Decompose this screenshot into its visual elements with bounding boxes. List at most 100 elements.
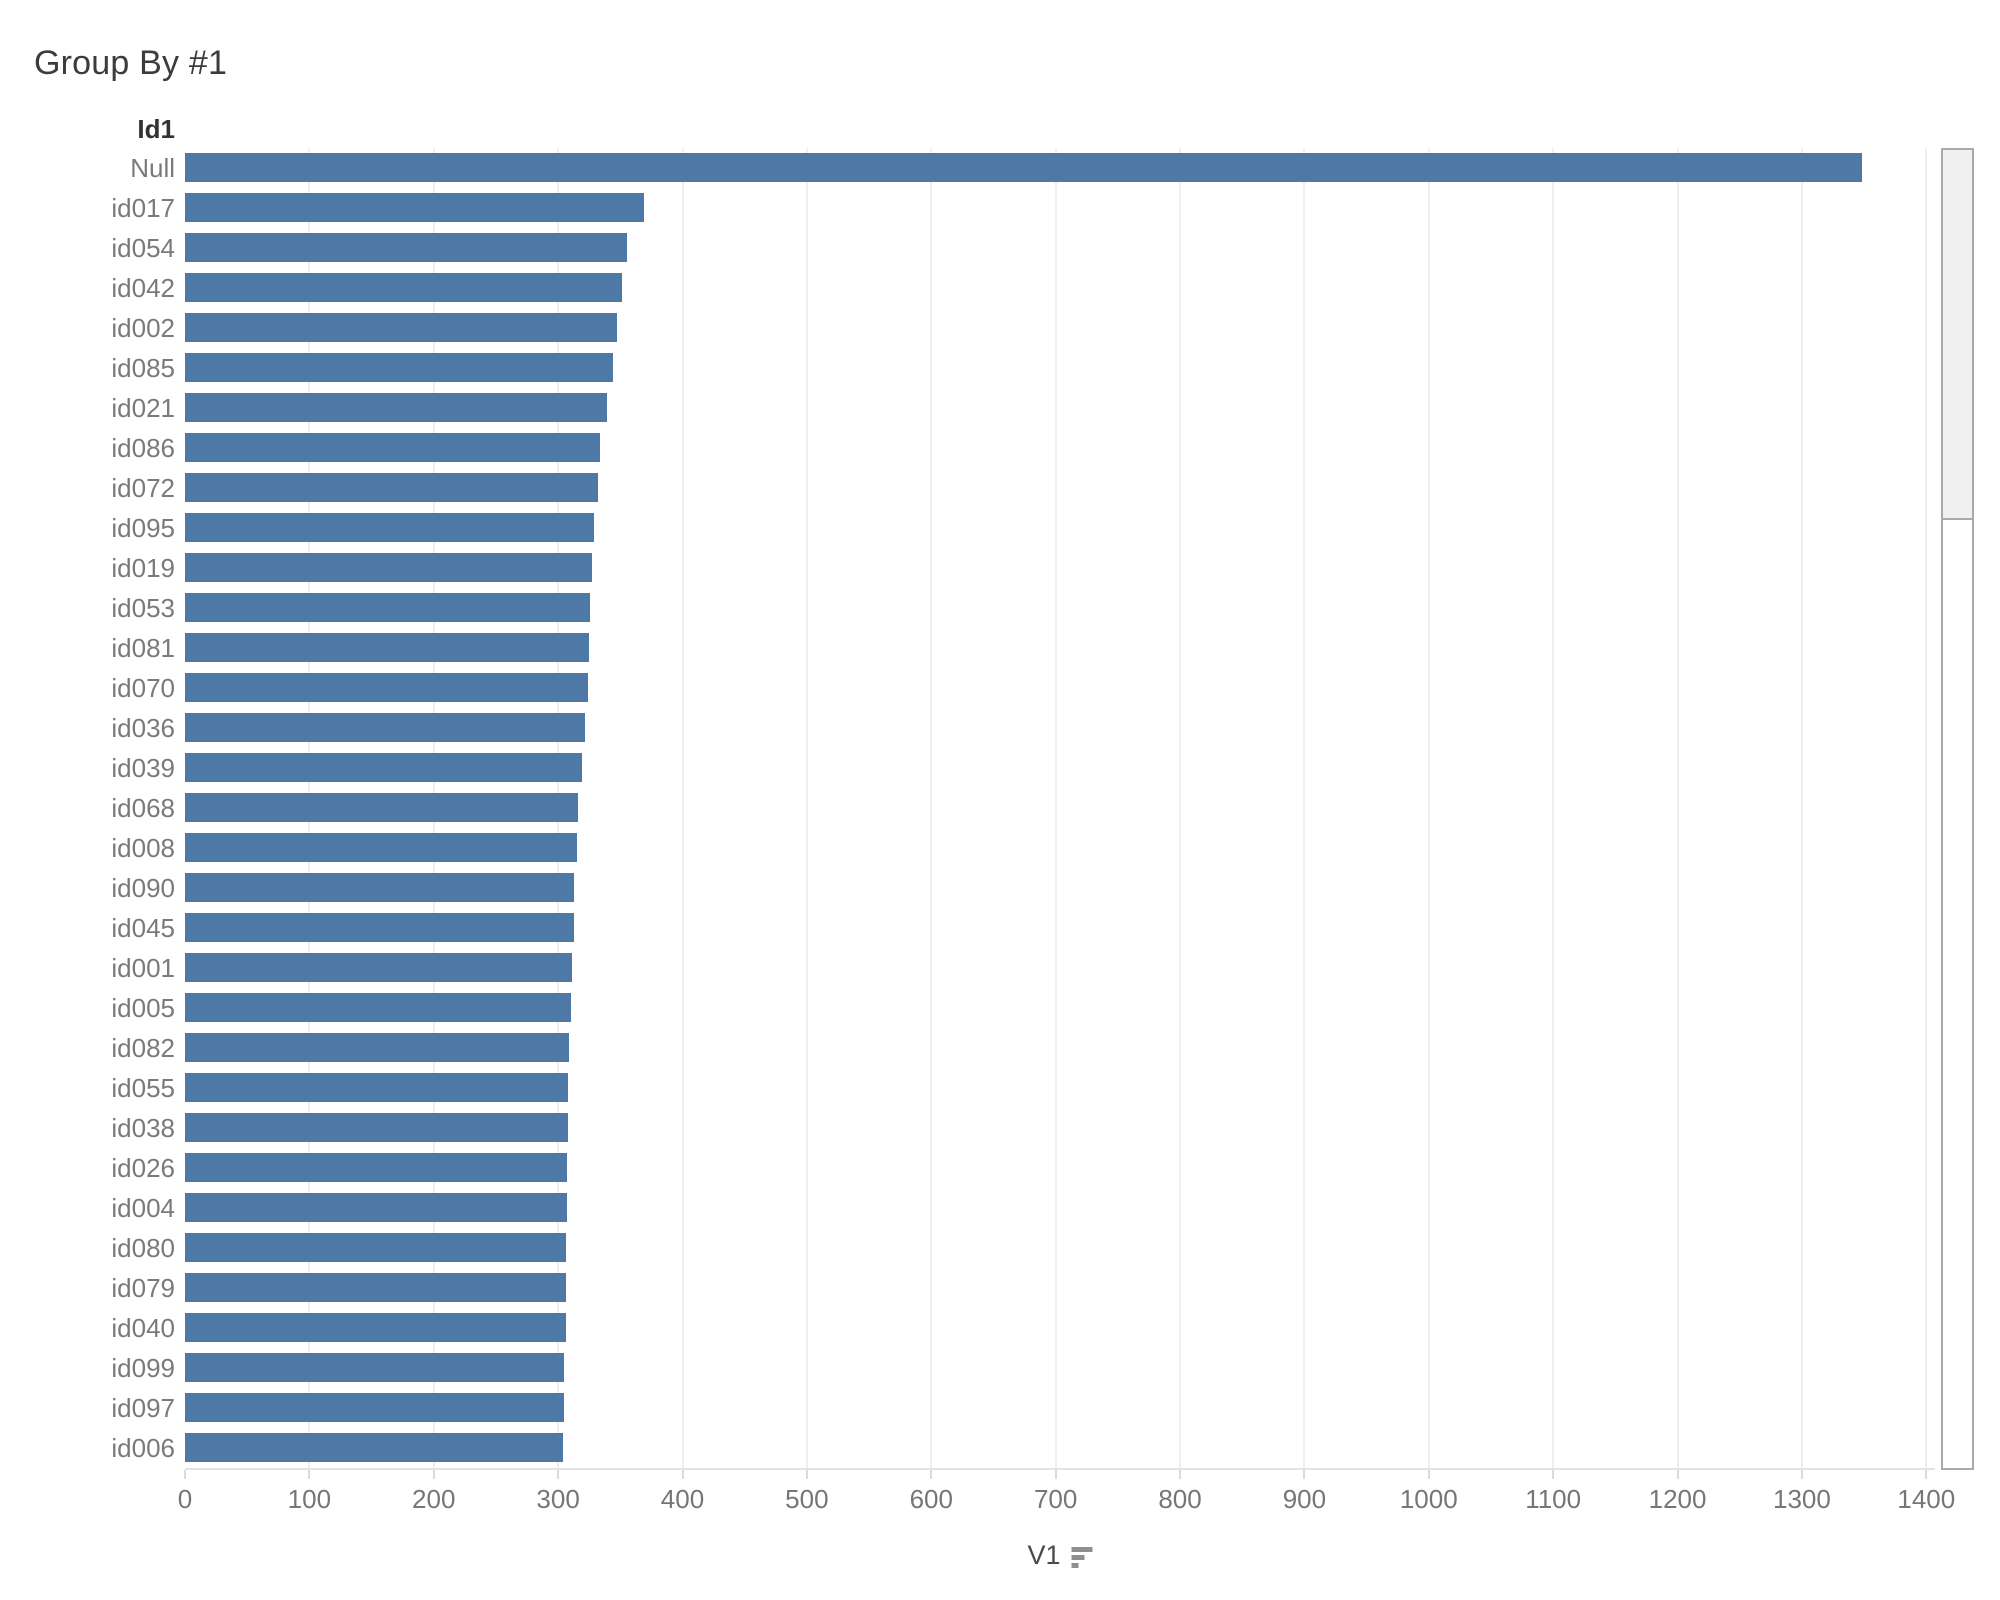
chart-row: id021 xyxy=(0,388,1935,428)
bar-id006[interactable] xyxy=(185,1433,564,1462)
bar-id040[interactable] xyxy=(185,1313,566,1342)
category-label[interactable]: id021 xyxy=(111,393,175,423)
gridline xyxy=(805,148,808,1468)
category-label[interactable]: id001 xyxy=(111,953,175,983)
sort-descending-icon[interactable] xyxy=(1071,1547,1093,1568)
axis-tick-label: 800 xyxy=(1158,1484,1202,1514)
chart-row: id008 xyxy=(0,828,1935,868)
axis-tick xyxy=(1676,1470,1679,1479)
category-label[interactable]: id004 xyxy=(111,1193,175,1223)
bar-id099[interactable] xyxy=(185,1353,565,1382)
bar-track xyxy=(185,348,1935,388)
vertical-scrollbar-track[interactable] xyxy=(1941,148,1974,1470)
axis-tick-label: 300 xyxy=(536,1484,580,1514)
category-label[interactable]: id002 xyxy=(111,313,175,343)
category-label[interactable]: id039 xyxy=(111,753,175,783)
bar-id004[interactable] xyxy=(185,1193,567,1222)
axis-tick-label: 100 xyxy=(287,1484,332,1514)
gridline xyxy=(1303,148,1306,1468)
axis-tick xyxy=(1303,1470,1306,1479)
bar-id070[interactable] xyxy=(185,673,588,702)
bar-id039[interactable] xyxy=(185,753,582,782)
category-label[interactable]: id068 xyxy=(111,793,175,823)
bar-id080[interactable] xyxy=(185,1233,566,1262)
bar-id081[interactable] xyxy=(185,633,590,662)
category-label[interactable]: id026 xyxy=(111,1153,175,1183)
category-label[interactable]: id099 xyxy=(111,1353,175,1383)
category-label[interactable]: id008 xyxy=(111,833,175,863)
chart-row: id080 xyxy=(0,1228,1935,1268)
chart-row: id085 xyxy=(0,348,1935,388)
axis-tick xyxy=(1054,1470,1057,1479)
bar-id054[interactable] xyxy=(185,233,627,262)
category-label[interactable]: id045 xyxy=(111,913,175,943)
bar-id086[interactable] xyxy=(185,433,601,462)
bar-track xyxy=(185,1108,1935,1148)
category-label[interactable]: id090 xyxy=(111,873,175,903)
bar-id082[interactable] xyxy=(185,1033,570,1062)
chart-row: id017 xyxy=(0,188,1935,228)
bar-track xyxy=(185,188,1935,228)
bar-id045[interactable] xyxy=(185,913,575,942)
category-label[interactable]: id079 xyxy=(111,1273,175,1303)
chart-row: id086 xyxy=(0,428,1935,468)
bar-id019[interactable] xyxy=(185,553,592,582)
category-label[interactable]: id054 xyxy=(111,233,175,263)
category-label[interactable]: id053 xyxy=(111,593,175,623)
gridline xyxy=(1054,148,1057,1468)
category-label[interactable]: id006 xyxy=(111,1433,175,1463)
vertical-scrollbar-thumb[interactable] xyxy=(1941,148,1974,520)
bar-id036[interactable] xyxy=(185,713,586,742)
gridline xyxy=(1800,148,1803,1468)
bar-id053[interactable] xyxy=(185,593,591,622)
category-label[interactable]: id005 xyxy=(111,993,175,1023)
bar-id001[interactable] xyxy=(185,953,572,982)
category-label[interactable]: id017 xyxy=(111,193,175,223)
category-label[interactable]: id081 xyxy=(111,633,175,663)
bar-id002[interactable] xyxy=(185,313,617,342)
bar-track xyxy=(185,988,1935,1028)
category-label[interactable]: id095 xyxy=(111,513,175,543)
category-label[interactable]: id019 xyxy=(111,553,175,583)
category-label[interactable]: id070 xyxy=(111,673,175,703)
category-label[interactable]: id038 xyxy=(111,1113,175,1143)
bar-id021[interactable] xyxy=(185,393,607,422)
bar-id005[interactable] xyxy=(185,993,571,1022)
bar-id095[interactable] xyxy=(185,513,595,542)
bar-track xyxy=(185,1388,1935,1428)
bar-id097[interactable] xyxy=(185,1393,565,1422)
bar-id008[interactable] xyxy=(185,833,577,862)
axis-tick-label: 1100 xyxy=(1525,1484,1582,1514)
category-label[interactable]: id082 xyxy=(111,1033,175,1063)
category-label[interactable]: id036 xyxy=(111,713,175,743)
chart-row: id036 xyxy=(0,708,1935,748)
bar-id079[interactable] xyxy=(185,1273,566,1302)
category-label[interactable]: id072 xyxy=(111,473,175,503)
category-label[interactable]: id040 xyxy=(111,1313,175,1343)
bar-id026[interactable] xyxy=(185,1153,567,1182)
axis-tick xyxy=(432,1470,435,1479)
bar-chart-rows: Null id017 id054 id042 id002 id085 id021 id086 i… xyxy=(0,148,1935,1468)
bar-id038[interactable] xyxy=(185,1113,569,1142)
axis-tick xyxy=(1179,1470,1182,1479)
category-label[interactable]: Null xyxy=(130,153,175,183)
category-label[interactable]: id085 xyxy=(111,353,175,383)
category-label[interactable]: id086 xyxy=(111,433,175,463)
bar-track xyxy=(185,1148,1935,1188)
bar-Null[interactable] xyxy=(185,153,1862,182)
category-label[interactable]: id055 xyxy=(111,1073,175,1103)
bar-id085[interactable] xyxy=(185,353,613,382)
category-label[interactable]: id080 xyxy=(111,1233,175,1263)
axis-tick xyxy=(1427,1470,1430,1479)
bar-id055[interactable] xyxy=(185,1073,569,1102)
category-label[interactable]: id097 xyxy=(111,1393,175,1423)
bar-id042[interactable] xyxy=(185,273,622,302)
bar-track xyxy=(185,428,1935,468)
bar-id072[interactable] xyxy=(185,473,598,502)
category-label[interactable]: id042 xyxy=(111,273,175,303)
chart-row: id095 xyxy=(0,508,1935,548)
bar-id090[interactable] xyxy=(185,873,575,902)
bar-id068[interactable] xyxy=(185,793,579,822)
bar-id017[interactable] xyxy=(185,193,644,222)
